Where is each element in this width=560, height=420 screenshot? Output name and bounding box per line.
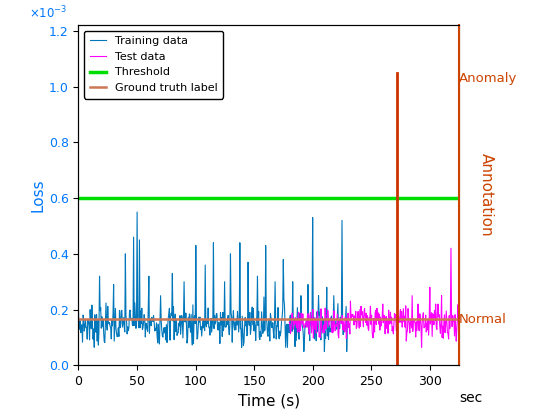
Test data <box>456 331 463 336</box>
Test data <box>288 314 295 319</box>
Training data <box>301 337 308 342</box>
Training data <box>304 321 311 326</box>
Training data <box>80 317 87 322</box>
Test data <box>447 246 454 251</box>
Line: Training data: Training data <box>78 212 348 352</box>
Test data <box>361 310 367 315</box>
Test data <box>388 315 395 320</box>
Text: Anomaly: Anomaly <box>459 72 517 85</box>
Test data <box>418 345 425 350</box>
Training data <box>221 323 227 328</box>
Training data <box>134 210 141 215</box>
Text: $\times10^{-3}$: $\times10^{-3}$ <box>29 5 67 22</box>
Line: Test data: Test data <box>290 248 459 347</box>
Training data <box>301 349 307 354</box>
Test data <box>435 302 441 307</box>
Training data <box>293 321 300 326</box>
Training data <box>165 312 172 317</box>
Text: Normal: Normal <box>459 313 507 326</box>
Training data <box>75 306 82 311</box>
Test data <box>451 318 458 323</box>
X-axis label: Time (s): Time (s) <box>238 394 300 409</box>
Test data <box>326 318 333 323</box>
Test data <box>286 320 293 325</box>
Text: sec: sec <box>459 391 483 405</box>
Training data <box>344 319 351 324</box>
Y-axis label: Loss: Loss <box>31 178 46 212</box>
Y-axis label: Annotation: Annotation <box>479 153 494 237</box>
Legend: Training data, Test data, Threshold, Ground truth label: Training data, Test data, Threshold, Gro… <box>84 31 223 99</box>
